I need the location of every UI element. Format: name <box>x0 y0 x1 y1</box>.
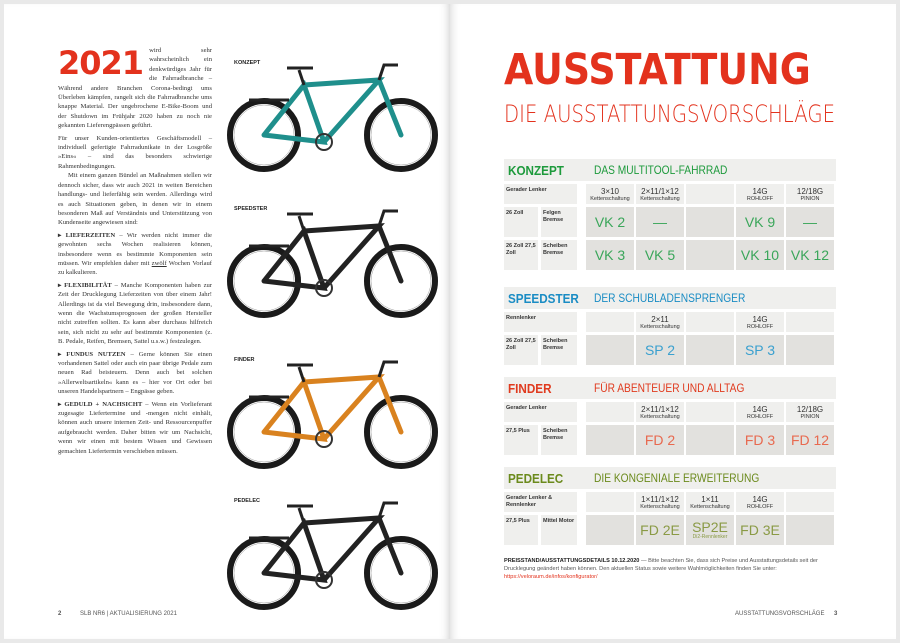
gear-column-header: 14G ROHLOFF <box>736 184 784 204</box>
model-code-cell <box>586 335 634 365</box>
model-code-cell <box>686 425 734 455</box>
spec-row: 27,5 Plus Scheiben Bremse FD 2 FD 3 FD 12 <box>504 425 836 455</box>
section-header: FINDER FÜR ABENTEUER UND ALLTAG <box>504 377 836 399</box>
bike-image-finder <box>219 347 444 477</box>
gear-column-header: 2×11/1×12 Kettenschaltung <box>636 402 684 422</box>
model-code-cell[interactable]: VK 2 <box>586 207 634 237</box>
model-name: KONZEPT <box>508 162 564 178</box>
gear-column-header: 12/18G PINION <box>786 402 834 422</box>
gear-column-header <box>686 312 734 332</box>
model-code-cell[interactable]: VK 5 <box>636 240 684 270</box>
model-code-cell <box>686 240 734 270</box>
footer-text: SLB NR6 | AKTUALISIERUNG 2021 <box>80 611 177 617</box>
spec-row: 27,5 Plus Mittel Motor FD 2E SP2E Di2-Rennle… <box>504 515 836 545</box>
model-code-cell <box>786 335 834 365</box>
left-page: 2021 wird sehr wahrscheinlich ein denkwür… <box>4 4 450 639</box>
bullet-lieferzeiten: ▸ LIEFERZEITEN – Wir werden nicht immer … <box>58 231 212 277</box>
model-code-cell[interactable]: VK 10 <box>736 240 784 270</box>
table-pedelec: PEDELEC DIE KONGENIALE ERWEITERUNG Gerader… <box>504 467 836 545</box>
model-code-cell[interactable]: VK 9 <box>736 207 784 237</box>
model-code-cell[interactable]: FD 12 <box>786 425 834 455</box>
model-code-cell[interactable]: FD 2 <box>636 425 684 455</box>
spec-header-row: Gerader Lenker & Rennlenker 1×11/1×12 Kett… <box>504 492 836 512</box>
bullet-geduld: ▸ GEDULD + NACHSICHT – Wenn ein Vorliefe… <box>58 400 212 455</box>
model-name: PEDELEC <box>508 470 564 486</box>
table-finder: FINDER FÜR ABENTEUER UND ALLTAG Gerader Le… <box>504 377 836 455</box>
model-code-cell <box>786 515 834 545</box>
bike-image-pedelec <box>219 488 444 618</box>
table-speedster: SPEEDSTER DER SCHUBLADENSPRENGER Rennlenke… <box>504 287 836 365</box>
bike-image-konzept <box>219 50 444 180</box>
spec-row: 26 Zoll 27,5 Zoll Scheiben Bremse SP 2 SP 3 <box>504 335 836 365</box>
gear-column-header <box>686 402 734 422</box>
model-name: SPEEDSTER <box>508 290 579 306</box>
spec-header-row: Gerader Lenker 3×10 Kettenschaltung 2×11/1×… <box>504 184 836 204</box>
model-tagline: DIE KONGENIALE ERWEITERUNG <box>594 471 760 485</box>
model-code-cell[interactable]: VK 3 <box>586 240 634 270</box>
year-heading: 2021 <box>58 44 144 82</box>
model-code-cell <box>686 335 734 365</box>
spec-header-row: Rennlenker 2×11 Kettenschaltung 14G ROHLOFF <box>504 312 836 332</box>
paragraph: Mit einem ganzen Bündel an Maßnahmen ste… <box>58 172 212 227</box>
model-code-cell[interactable]: FD 2E <box>636 515 684 545</box>
bike-label: PEDELEC <box>234 498 260 504</box>
model-code-cell <box>686 207 734 237</box>
gear-column-header <box>786 492 834 512</box>
bike-label: SPEEDSTER <box>234 206 268 212</box>
model-code-cell[interactable]: FD 3 <box>736 425 784 455</box>
gear-column-header <box>586 492 634 512</box>
gear-column-header <box>586 402 634 422</box>
configurator-link[interactable]: https://veloraum.de/infos/konfigurator/ <box>504 574 598 580</box>
spec-row: 26 Zoll Felgen Bremse VK 2— VK 9— <box>504 207 836 237</box>
model-name: FINDER <box>508 380 552 396</box>
model-code-cell <box>586 425 634 455</box>
model-code-cell: — <box>636 207 684 237</box>
page-subtitle: DIE AUSSTATTUNGSVORSCHLÄGE <box>504 100 836 128</box>
right-page: AUSSTATTUNG DIE AUSSTATTUNGSVORSCHLÄGE K… <box>450 4 896 639</box>
spec-header-row: Gerader Lenker 2×11/1×12 Kettenschaltung 14… <box>504 402 836 422</box>
price-note: PREISSTAND/AUSSTATTUNGSDETAILS 10.12.202… <box>504 558 818 580</box>
gear-column-header: 2×11/1×12 Kettenschaltung <box>636 184 684 204</box>
gear-column-header: 1×11 Kettenschaltung <box>686 492 734 512</box>
page-number: 3 <box>834 611 838 617</box>
gear-column-header: 12/18G PINION <box>786 184 834 204</box>
bullet-fundus: ▸ FUNDUS NUTZEN – Gerne können Sie einen… <box>58 350 212 396</box>
table-konzept: KONZEPT DAS MULTITOOL-FAHRRAD Gerader Lenk… <box>504 159 836 270</box>
article-column: 2021 wird sehr wahrscheinlich ein denkwür… <box>58 46 212 459</box>
model-tagline: DER SCHUBLADENSPRENGER <box>594 291 746 305</box>
bike-label: KONZEPT <box>234 60 261 66</box>
gear-column-header: 2×11 Kettenschaltung <box>636 312 684 332</box>
model-tagline: DAS MULTITOOL-FAHRRAD <box>594 163 728 177</box>
bike-image-speedster <box>219 196 444 326</box>
model-code-cell <box>586 515 634 545</box>
gear-column-header: 14G ROHLOFF <box>736 492 784 512</box>
section-header: SPEEDSTER DER SCHUBLADENSPRENGER <box>504 287 836 309</box>
page-number: 2 <box>58 611 62 617</box>
model-code-cell: — <box>786 207 834 237</box>
paragraph: Für unser Kunden-orientiertes Geschäftsm… <box>58 134 212 170</box>
bike-label: FINDER <box>234 357 255 363</box>
model-code-cell[interactable]: VK 12 <box>786 240 834 270</box>
model-tagline: FÜR ABENTEUER UND ALLTAG <box>594 381 745 395</box>
spec-row: 26 Zoll 27,5 Zoll Scheiben Bremse VK 3 VK 5… <box>504 240 836 270</box>
model-code-cell[interactable]: SP 3 <box>736 335 784 365</box>
gear-column-header <box>786 312 834 332</box>
gear-column-header: 14G ROHLOFF <box>736 312 784 332</box>
gear-column-header <box>586 312 634 332</box>
gear-column-header: 14G ROHLOFF <box>736 402 784 422</box>
section-header: KONZEPT DAS MULTITOOL-FAHRRAD <box>504 159 836 181</box>
bullet-flexibilitaet: ▸ FLEXIBILITÄT – Manche Komponenten habe… <box>58 281 212 346</box>
gear-column-header <box>686 184 734 204</box>
page-title: AUSSTATTUNG <box>504 45 811 95</box>
section-header: PEDELEC DIE KONGENIALE ERWEITERUNG <box>504 467 836 489</box>
intro-paragraph: wird sehr wahrscheinlich ein denkwürdige… <box>58 47 212 130</box>
model-code-cell[interactable]: FD 3E <box>736 515 784 545</box>
gear-column-header: 1×11/1×12 Kettenschaltung <box>636 492 684 512</box>
model-code-cell[interactable]: SP 2 <box>636 335 684 365</box>
gear-column-header: 3×10 Kettenschaltung <box>586 184 634 204</box>
footer-text: AUSSTATTUNGSVORSCHLÄGE <box>735 611 825 617</box>
model-code-cell[interactable]: SP2E Di2-Rennlenker <box>686 515 734 545</box>
